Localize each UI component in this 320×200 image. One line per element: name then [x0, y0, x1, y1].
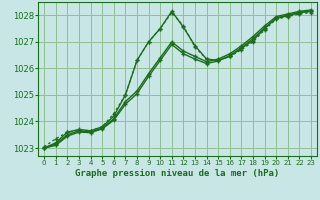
X-axis label: Graphe pression niveau de la mer (hPa): Graphe pression niveau de la mer (hPa): [76, 169, 280, 178]
